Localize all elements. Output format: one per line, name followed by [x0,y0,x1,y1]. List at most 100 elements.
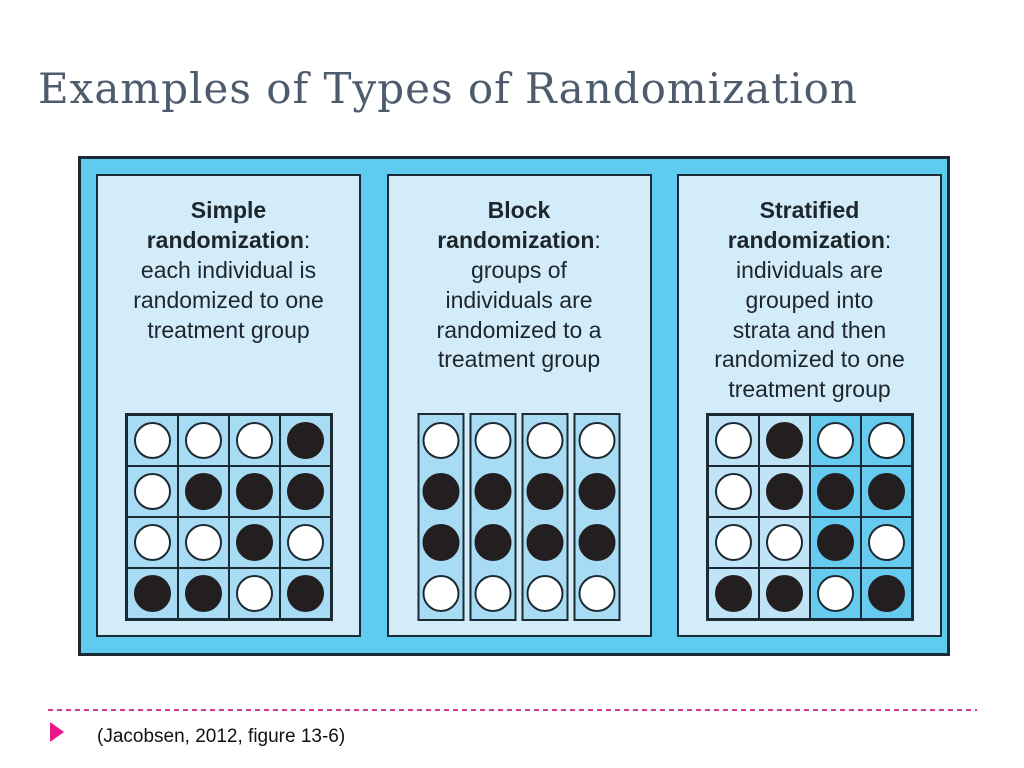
open-dot [422,575,460,612]
grid-cell [758,415,810,466]
grid-cell [809,568,861,619]
grid-cell [758,568,810,619]
open-dot [526,422,564,459]
grid-cell [279,568,331,619]
filled-dot [765,575,803,612]
filled-dot [714,575,752,612]
panel-caption: Simple randomization: each individual is… [98,196,359,345]
heading-colon: : [594,226,601,253]
grid-cell [228,466,280,517]
filled-dot [286,575,324,612]
block-column [573,413,621,621]
open-dot [526,575,564,612]
block-randomization-grid [417,413,621,621]
panel-heading: Block randomization [437,197,595,253]
panel-description: individuals are grouped into strata and … [714,256,905,403]
open-dot [714,473,752,510]
randomization-figure: Simple randomization: each individual is… [78,156,950,656]
grid-cell [126,517,178,568]
filled-dot [526,473,564,510]
page-title: Examples of Types of Randomization [38,64,858,113]
grid-cell [809,517,861,568]
filled-dot [286,473,324,510]
panel-block-randomization: Block randomization: groups of individua… [386,174,652,637]
panel-description: groups of individuals are randomized to … [436,256,602,373]
heading-colon: : [884,226,892,253]
grid-cell [758,517,810,568]
heading-colon: : [303,226,311,253]
panel-heading: Stratified randomization [727,197,885,253]
panel-caption: Block randomization: groups of individua… [389,196,650,375]
filled-dot [816,473,854,510]
open-dot [765,524,803,561]
block-column [469,413,517,621]
filled-dot [474,524,512,561]
open-dot [816,575,854,612]
filled-dot [286,422,324,459]
filled-dot [867,473,905,510]
grid-cell [860,466,912,517]
block-column [521,413,569,621]
panel-simple-randomization: Simple randomization: each individual is… [96,174,361,637]
open-dot [474,575,512,612]
open-dot [133,422,171,459]
filled-dot [235,524,273,561]
grid-cell [279,517,331,568]
filled-dot [184,575,222,612]
grid-cell [177,517,229,568]
grid-cell [860,568,912,619]
grid-cell [707,568,759,619]
grid-cell [279,466,331,517]
grid-cell [177,466,229,517]
filled-dot [133,575,171,612]
grid-cell [228,517,280,568]
open-dot [422,422,460,459]
open-dot [286,524,324,561]
filled-dot [578,524,616,561]
filled-dot [474,473,512,510]
open-dot [133,524,171,561]
open-dot [235,575,273,612]
grid-cell [809,415,861,466]
grid-cell [707,517,759,568]
open-dot [133,473,171,510]
dashed-divider [48,709,977,711]
open-dot [867,524,905,561]
open-dot [578,575,616,612]
open-dot [235,422,273,459]
open-dot [184,422,222,459]
grid-cell [860,517,912,568]
grid-cell [228,568,280,619]
panel-caption: Stratified randomization: individuals ar… [679,196,940,405]
triangle-bullet-icon [50,722,64,742]
filled-dot [184,473,222,510]
filled-dot [235,473,273,510]
filled-dot [422,524,460,561]
open-dot [714,524,752,561]
open-dot [474,422,512,459]
citation-text: (Jacobsen, 2012, figure 13-6) [97,726,346,747]
filled-dot [816,524,854,561]
block-column [417,413,465,621]
open-dot [714,422,752,459]
stratified-randomization-grid [705,413,914,621]
grid-cell [279,415,331,466]
open-dot [578,422,616,459]
panel-heading: Simple randomization [146,197,304,253]
open-dot [816,422,854,459]
grid-cell [126,568,178,619]
grid-cell [228,415,280,466]
filled-dot [765,473,803,510]
grid-cell [860,415,912,466]
grid-cell [707,415,759,466]
filled-dot [578,473,616,510]
grid-cell [758,466,810,517]
simple-randomization-grid [124,413,333,621]
filled-dot [526,524,564,561]
filled-dot [765,422,803,459]
grid-cell [177,415,229,466]
filled-dot [422,473,460,510]
grid-cell [126,466,178,517]
grid-cell [809,466,861,517]
